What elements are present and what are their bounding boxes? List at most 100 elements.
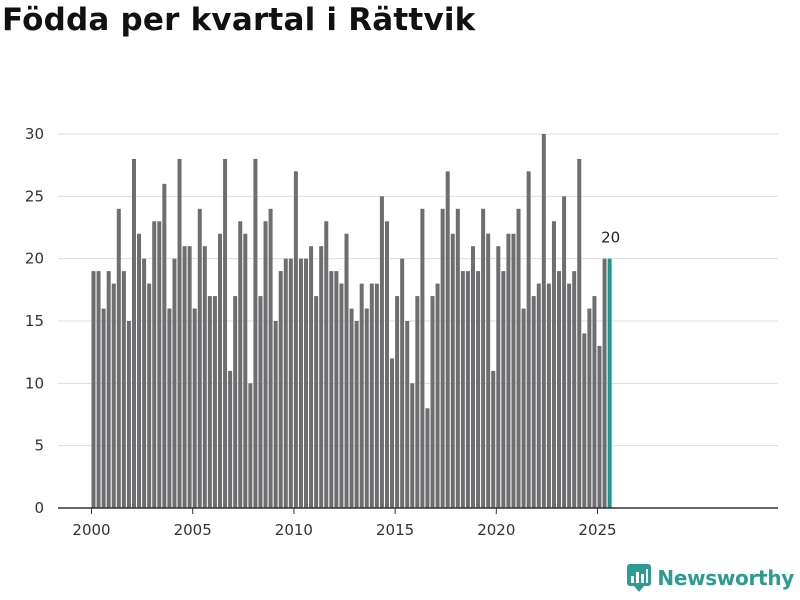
bar <box>339 283 344 508</box>
x-tick-label: 2010 <box>275 521 313 539</box>
bar <box>111 283 116 508</box>
bar <box>384 221 389 508</box>
bar <box>395 296 400 508</box>
bar <box>511 233 516 509</box>
y-tick-label: 20 <box>25 250 44 268</box>
bar <box>228 370 233 508</box>
bar <box>592 296 597 508</box>
bar <box>324 221 329 508</box>
bar <box>440 208 445 509</box>
x-tick-label: 2025 <box>578 521 616 539</box>
bar <box>465 271 470 508</box>
bar <box>202 246 207 508</box>
bar <box>572 271 577 508</box>
bar <box>304 258 309 508</box>
bar <box>91 271 96 508</box>
bar <box>197 208 202 509</box>
x-tick-label: 2000 <box>72 521 110 539</box>
bar <box>182 246 187 508</box>
bar <box>425 408 430 508</box>
bar <box>582 333 587 508</box>
bar <box>379 196 384 508</box>
bar <box>501 271 506 508</box>
bar <box>435 283 440 508</box>
bar <box>445 171 450 508</box>
y-tick-label: 15 <box>25 312 44 330</box>
y-tick-label: 25 <box>25 187 44 205</box>
bar <box>546 283 551 508</box>
bar <box>192 308 197 508</box>
bar <box>344 233 349 509</box>
bar <box>126 321 131 508</box>
bar <box>218 233 222 509</box>
bar <box>450 233 455 509</box>
bar <box>551 221 556 508</box>
bar <box>96 271 101 508</box>
brand-logo: Newsworthy <box>627 564 794 592</box>
bar <box>106 271 111 508</box>
bar <box>390 358 395 508</box>
bar <box>597 345 602 508</box>
bar <box>562 196 567 508</box>
bar <box>354 321 359 508</box>
bar <box>374 283 379 508</box>
bar <box>288 258 293 508</box>
bar <box>329 271 334 508</box>
y-tick-label: 0 <box>34 499 44 517</box>
bar <box>369 283 374 508</box>
bar <box>121 271 126 508</box>
bar <box>101 308 106 508</box>
bar <box>187 246 192 508</box>
bar <box>602 258 607 508</box>
bar <box>334 271 339 508</box>
bar <box>177 158 182 508</box>
bar <box>587 308 592 508</box>
bar <box>278 271 283 508</box>
bar <box>157 221 162 508</box>
bar <box>131 158 136 508</box>
y-tick-label: 10 <box>25 374 44 392</box>
bar <box>364 308 369 508</box>
bar <box>521 308 526 508</box>
bar <box>541 134 546 508</box>
bar <box>298 258 303 508</box>
bar <box>486 233 491 509</box>
bar <box>349 308 354 508</box>
y-tick-label: 5 <box>34 437 44 455</box>
bar <box>536 283 541 508</box>
bar <box>268 208 273 509</box>
bar <box>319 246 324 508</box>
bar <box>415 296 420 508</box>
bar <box>526 171 531 508</box>
bar <box>152 221 157 508</box>
bar <box>263 221 268 508</box>
bar <box>273 321 278 508</box>
bar <box>557 271 562 508</box>
bar <box>405 321 410 508</box>
x-tick-label: 2020 <box>477 521 515 539</box>
bar <box>207 296 212 508</box>
bar <box>410 383 415 508</box>
bar <box>531 296 536 508</box>
chart-title: Födda per kvartal i Rättvik <box>2 2 476 38</box>
bar <box>258 296 263 508</box>
bar <box>314 296 319 508</box>
bar <box>212 296 217 508</box>
bar <box>400 258 405 508</box>
bar <box>172 258 177 508</box>
bar <box>223 158 228 508</box>
bar <box>460 271 465 508</box>
bar <box>455 208 460 509</box>
bar <box>293 171 298 508</box>
bar <box>496 246 501 508</box>
bar <box>253 158 258 508</box>
bar <box>243 233 248 509</box>
bar <box>491 370 496 508</box>
bar <box>142 258 147 508</box>
bar <box>147 283 152 508</box>
bar <box>506 233 511 509</box>
x-tick-label: 2005 <box>174 521 212 539</box>
bar <box>471 246 475 508</box>
bar <box>309 246 314 508</box>
